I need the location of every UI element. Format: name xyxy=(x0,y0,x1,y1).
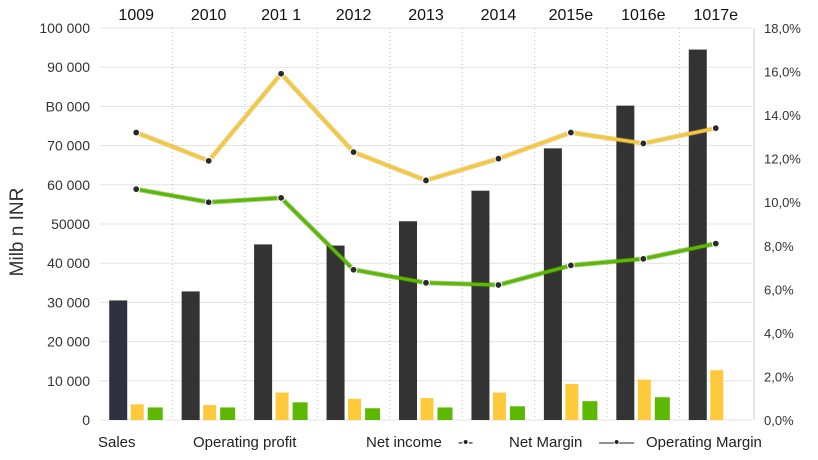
legend-net-income-marker: -•- xyxy=(458,434,473,451)
line-point xyxy=(422,278,430,287)
y2-tick-label: 14.0% xyxy=(764,108,801,123)
bar-operating-profit xyxy=(275,392,289,420)
line-point xyxy=(277,193,286,202)
line-point xyxy=(711,124,720,133)
legend-net-margin-marker: —•— xyxy=(599,434,634,451)
line-point xyxy=(349,148,358,157)
legend-net-margin: Net Margin xyxy=(509,434,582,451)
grid-lines xyxy=(100,27,755,421)
left-axis: 0 10 000 20 000 30 000 40 000 50000 60 000 70 0… xyxy=(39,20,90,428)
bar-net-income xyxy=(654,397,670,420)
bar-operating-profit xyxy=(203,405,217,420)
line-series xyxy=(132,69,720,289)
line-point xyxy=(639,254,648,263)
bar-net-income xyxy=(292,402,308,420)
legend-operating-margin: Operating Margin xyxy=(646,434,762,451)
category-label: 2014 xyxy=(481,7,517,24)
y-tick-label: 20 000 xyxy=(47,334,90,350)
y2-tick-label: 8,0% xyxy=(764,239,794,254)
line-point xyxy=(566,128,575,137)
bar-sales xyxy=(688,49,707,421)
bar-operating-profit xyxy=(637,379,651,420)
y2-tick-label: 10,0% xyxy=(764,195,801,210)
bar-operating-profit xyxy=(420,398,434,420)
bar-sales xyxy=(616,105,635,420)
category-label: 2010 xyxy=(191,7,227,24)
line-point xyxy=(277,69,286,78)
bar-net-income xyxy=(365,408,381,420)
y2-tick-label: 2,0% xyxy=(764,369,794,384)
bar-operating-profit xyxy=(565,383,579,420)
y2-tick-label: 4,0% xyxy=(764,326,794,341)
y-tick-label: B0 000 xyxy=(46,98,91,114)
line-point xyxy=(132,128,141,137)
y-tick-label: 100 000 xyxy=(39,20,90,36)
line-point xyxy=(566,261,575,270)
category-label: 201 1 xyxy=(261,7,301,24)
right-axis: 0,0% 2,0% 4,0% 6,0% 8,0% 10,0% 12,0% 14.0% 16,0%… xyxy=(764,21,801,428)
bar-net-income xyxy=(220,407,236,420)
bar-net-income xyxy=(437,407,453,420)
bar-operating-profit xyxy=(130,404,144,420)
legend: Sales Operating profit Net income -•- Ne… xyxy=(98,434,762,451)
bar-sales xyxy=(543,148,562,420)
bar-operating-profit xyxy=(492,392,506,420)
y-tick-label: 30 000 xyxy=(47,294,90,310)
y-tick-label: 40 000 xyxy=(47,255,90,271)
y-tick-label: 90 000 xyxy=(47,59,90,75)
bar-series xyxy=(109,49,724,421)
y-tick-label: 60 000 xyxy=(47,177,90,193)
legend-net-income: Net income xyxy=(366,434,442,451)
line-point xyxy=(639,139,648,148)
y-tick-label: 50000 xyxy=(51,216,90,232)
bar-operating-profit xyxy=(710,370,724,420)
y2-tick-label: 16,0% xyxy=(764,65,801,80)
bar-sales xyxy=(109,300,128,420)
line-point xyxy=(132,185,141,194)
y2-tick-label: 12,0% xyxy=(764,152,801,167)
line-point xyxy=(711,239,720,248)
line-point xyxy=(204,198,213,207)
category-label: 2013 xyxy=(408,7,444,24)
y-axis-label: Milb n INR xyxy=(7,188,28,277)
category-label: 2015e xyxy=(549,7,594,24)
legend-operating-profit: Operating profit xyxy=(193,434,297,451)
y-tick-label: 70 000 xyxy=(47,138,90,154)
bar-operating-profit xyxy=(348,398,362,420)
category-label: 1016e xyxy=(621,7,666,24)
bar-sales xyxy=(326,245,345,420)
category-axis: 1009 2010 201 1 2012 2013 2014 2015e 1016e 1017e xyxy=(118,7,738,24)
bar-sales xyxy=(399,221,417,420)
category-label: 2012 xyxy=(336,7,372,24)
bar-net-income xyxy=(582,401,598,420)
line-point xyxy=(349,265,358,274)
y-tick-label: 10 000 xyxy=(47,373,90,389)
line-point xyxy=(494,281,503,289)
line-point xyxy=(422,176,430,185)
bar-net-income xyxy=(147,407,163,420)
y2-tick-label: 18,0% xyxy=(764,21,801,36)
bar-sales xyxy=(254,244,273,420)
y-tick-label: 0 xyxy=(82,412,90,428)
bar-sales xyxy=(471,190,490,420)
category-label: 1017e xyxy=(694,7,739,24)
y2-tick-label: 6,0% xyxy=(764,282,794,297)
line-point xyxy=(494,154,503,163)
bar-net-income xyxy=(509,406,525,420)
bar-sales xyxy=(181,291,200,420)
category-label: 1009 xyxy=(118,7,154,24)
legend-sales: Sales xyxy=(98,434,136,451)
y2-tick-label: 0,0% xyxy=(764,413,794,428)
line-point xyxy=(204,156,213,165)
